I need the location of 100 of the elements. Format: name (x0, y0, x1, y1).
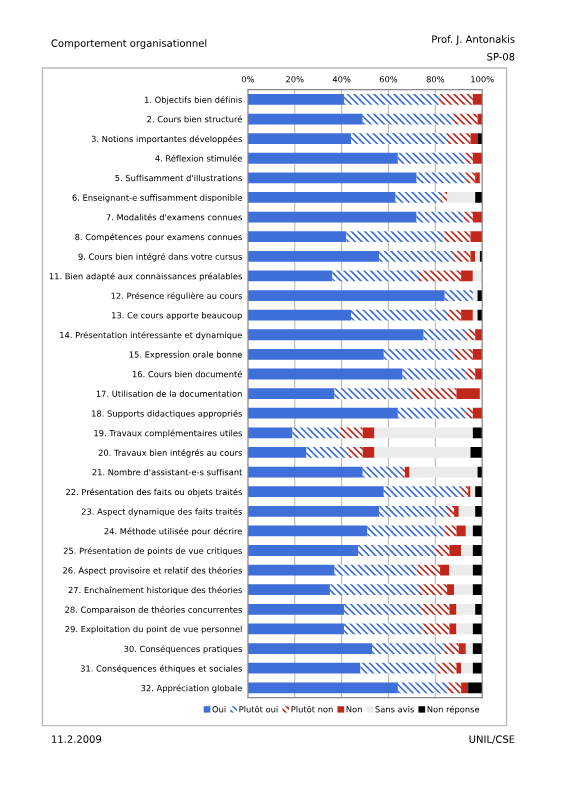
bar (472, 309, 478, 321)
bar (247, 211, 417, 223)
bar (454, 113, 478, 125)
bar (395, 192, 443, 203)
bar (247, 603, 344, 615)
bar (334, 388, 412, 399)
bar (247, 368, 403, 380)
bar (247, 113, 363, 125)
bar (454, 584, 473, 596)
bar (472, 94, 483, 105)
bar (247, 525, 368, 537)
bar (247, 486, 384, 498)
bar (247, 682, 398, 694)
bar (374, 447, 471, 458)
bar (360, 662, 438, 674)
bar (447, 309, 462, 321)
bar (418, 270, 462, 282)
bar (247, 545, 359, 556)
bar (247, 309, 352, 321)
bar (247, 250, 380, 262)
bar (444, 643, 459, 654)
bar (351, 309, 448, 321)
bar (463, 211, 473, 223)
bar (334, 564, 417, 576)
bar (247, 133, 352, 145)
bar (247, 505, 380, 517)
bar (397, 407, 466, 419)
bar (472, 643, 483, 654)
bar (449, 623, 457, 635)
bar (247, 290, 445, 301)
bar (472, 564, 483, 576)
bar (470, 133, 478, 145)
bar (475, 329, 483, 341)
bar (247, 270, 333, 282)
bar (456, 662, 462, 674)
bar (397, 682, 448, 694)
bar (472, 525, 483, 537)
bar (409, 466, 478, 478)
bar (343, 623, 424, 635)
bar (423, 329, 466, 341)
bar (456, 623, 473, 635)
bar (465, 643, 473, 654)
bar (247, 447, 307, 458)
bar (447, 682, 462, 694)
bar (472, 662, 483, 674)
bar (435, 545, 450, 556)
bar (465, 172, 476, 184)
bar (444, 231, 471, 243)
bar (470, 447, 483, 458)
bar (423, 623, 450, 635)
bar (418, 584, 448, 596)
bar (247, 172, 417, 184)
bar (247, 407, 398, 419)
bar (470, 231, 483, 243)
bar (461, 270, 473, 282)
bar (421, 603, 450, 615)
bar (444, 525, 457, 537)
bar (475, 368, 483, 380)
bar (461, 682, 469, 694)
bar (362, 447, 375, 458)
bar (465, 152, 473, 164)
bar (440, 94, 473, 105)
bar (465, 525, 473, 537)
bar (454, 250, 471, 262)
bar (404, 466, 410, 478)
bar (465, 407, 473, 419)
bar (416, 564, 441, 576)
bar (343, 603, 422, 615)
bar (454, 348, 473, 360)
bar (458, 643, 466, 654)
bar (475, 192, 483, 203)
bar (416, 172, 466, 184)
bar (465, 329, 476, 341)
bar (456, 388, 480, 399)
bar (402, 368, 466, 380)
bar (351, 133, 448, 145)
bar (472, 348, 483, 360)
bar (247, 94, 344, 105)
bar (472, 407, 483, 419)
bar (247, 584, 330, 596)
bar (247, 231, 347, 243)
bar (442, 192, 448, 203)
bar (472, 427, 483, 439)
bar (461, 309, 473, 321)
bar (329, 584, 419, 596)
bar (449, 545, 462, 556)
bar (348, 447, 363, 458)
bar (247, 329, 424, 341)
bar (468, 682, 483, 694)
bar (379, 250, 455, 262)
bar (437, 662, 457, 674)
bar (449, 603, 457, 615)
bar (374, 427, 473, 439)
bar (475, 486, 483, 498)
bar (247, 192, 396, 203)
bar (447, 133, 471, 145)
bar (383, 486, 462, 498)
bar (456, 603, 476, 615)
bar (472, 545, 483, 556)
bar (346, 231, 445, 243)
